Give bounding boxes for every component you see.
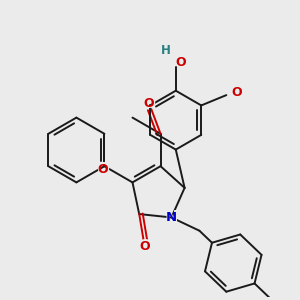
Text: O: O [98,163,108,176]
Text: H: H [160,44,170,58]
Text: H: H [159,44,172,59]
Text: O: O [142,96,155,111]
Text: O: O [97,162,110,177]
Text: O: O [175,56,185,69]
Text: O: O [140,240,150,253]
Text: O: O [231,86,242,99]
Text: O: O [143,97,154,110]
Text: O: O [174,55,187,70]
Text: O: O [230,85,243,100]
Text: N: N [165,210,178,225]
Text: N: N [166,211,177,224]
Text: O: O [139,239,152,254]
